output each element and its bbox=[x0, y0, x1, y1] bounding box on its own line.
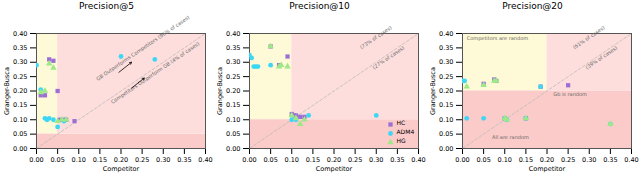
svg-text:Competitor: Competitor bbox=[103, 165, 140, 173]
svg-text:0.25: 0.25 bbox=[561, 156, 575, 164]
svg-text:0.20: 0.20 bbox=[540, 156, 554, 164]
svg-text:HC: HC bbox=[397, 119, 406, 126]
svg-text:0.20: 0.20 bbox=[114, 156, 128, 164]
svg-text:0.20: 0.20 bbox=[327, 156, 341, 164]
svg-text:0.25: 0.25 bbox=[226, 73, 240, 81]
svg-text:(73% of cases): (73% of cases) bbox=[359, 24, 393, 50]
svg-text:0.35: 0.35 bbox=[226, 44, 240, 52]
svg-text:0.05: 0.05 bbox=[50, 156, 64, 164]
svg-text:0.25: 0.25 bbox=[135, 156, 149, 164]
svg-text:0.15: 0.15 bbox=[93, 156, 107, 164]
svg-text:0.00: 0.00 bbox=[439, 145, 453, 153]
svg-text:0.10: 0.10 bbox=[439, 116, 453, 124]
svg-text:0.00: 0.00 bbox=[226, 145, 240, 153]
svg-text:Competitors Outperform GB (4%: Competitors Outperform GB (4% of cases) bbox=[110, 40, 201, 105]
svg-text:0.00: 0.00 bbox=[13, 145, 27, 153]
svg-text:0.15: 0.15 bbox=[519, 156, 533, 164]
svg-text:0.20: 0.20 bbox=[13, 87, 27, 95]
svg-text:Competitor: Competitor bbox=[529, 165, 566, 173]
svg-text:0.10: 0.10 bbox=[285, 156, 299, 164]
svg-text:GB Outperforms Competitors (96: GB Outperforms Competitors (96% of cases… bbox=[95, 14, 191, 83]
svg-text:0.20: 0.20 bbox=[226, 87, 240, 95]
svg-text:0.05: 0.05 bbox=[13, 130, 27, 138]
svg-text:0.10: 0.10 bbox=[498, 156, 512, 164]
html-text:Precision@10: Precision@10 bbox=[289, 1, 350, 11]
svg-text:Granger-Busca: Granger-Busca bbox=[216, 67, 224, 115]
svg-text:0.10: 0.10 bbox=[13, 116, 27, 124]
svg-text:0.40: 0.40 bbox=[411, 156, 425, 164]
html-text:Precision@20: Precision@20 bbox=[502, 1, 563, 11]
svg-text:Competitor: Competitor bbox=[316, 165, 353, 173]
svg-text:Granger-Busca: Granger-Busca bbox=[429, 67, 437, 115]
svg-text:0.00: 0.00 bbox=[242, 156, 256, 164]
svg-text:ADM4: ADM4 bbox=[397, 128, 415, 135]
svg-text:0.40: 0.40 bbox=[226, 30, 240, 38]
svg-text:0.30: 0.30 bbox=[226, 58, 240, 66]
svg-text:0.30: 0.30 bbox=[582, 156, 596, 164]
svg-text:0.25: 0.25 bbox=[13, 73, 27, 81]
svg-text:0.40: 0.40 bbox=[439, 30, 453, 38]
svg-text:All are random: All are random bbox=[492, 134, 529, 140]
svg-text:0.30: 0.30 bbox=[369, 156, 383, 164]
svg-text:0.05: 0.05 bbox=[226, 130, 240, 138]
svg-text:0.15: 0.15 bbox=[226, 101, 240, 109]
svg-text:0.35: 0.35 bbox=[390, 156, 404, 164]
svg-text:0.00: 0.00 bbox=[455, 156, 469, 164]
svg-text:0.05: 0.05 bbox=[476, 156, 490, 164]
svg-text:HG: HG bbox=[397, 137, 407, 144]
svg-text:0.35: 0.35 bbox=[603, 156, 617, 164]
svg-text:Competitors are random: Competitors are random bbox=[467, 35, 528, 42]
svg-text:0.00: 0.00 bbox=[29, 156, 43, 164]
svg-text:(27% of cases): (27% of cases) bbox=[371, 44, 405, 70]
svg-text:Granger-Busca: Granger-Busca bbox=[3, 67, 11, 115]
svg-text:0.30: 0.30 bbox=[13, 58, 27, 66]
svg-text:0.40: 0.40 bbox=[198, 156, 212, 164]
svg-text:0.30: 0.30 bbox=[156, 156, 170, 164]
svg-text:0.15: 0.15 bbox=[13, 101, 27, 109]
svg-text:0.10: 0.10 bbox=[226, 116, 240, 124]
svg-text:0.25: 0.25 bbox=[439, 73, 453, 81]
svg-text:(61% of cases): (61% of cases) bbox=[572, 24, 606, 50]
svg-text:0.35: 0.35 bbox=[13, 44, 27, 52]
svg-text:(39% of cases): (39% of cases) bbox=[584, 44, 618, 70]
svg-text:0.15: 0.15 bbox=[439, 101, 453, 109]
svg-text:0.40: 0.40 bbox=[13, 30, 27, 38]
svg-text:0.35: 0.35 bbox=[439, 44, 453, 52]
svg-text:0.30: 0.30 bbox=[439, 58, 453, 66]
svg-text:Gb is random: Gb is random bbox=[553, 91, 587, 97]
svg-text:0.15: 0.15 bbox=[306, 156, 320, 164]
svg-text:0.05: 0.05 bbox=[263, 156, 277, 164]
svg-text:0.05: 0.05 bbox=[439, 130, 453, 138]
svg-text:0.25: 0.25 bbox=[348, 156, 362, 164]
html-text:Precision@5: Precision@5 bbox=[79, 1, 134, 11]
svg-text:0.35: 0.35 bbox=[177, 156, 191, 164]
svg-text:0.40: 0.40 bbox=[624, 156, 638, 164]
svg-text:0.20: 0.20 bbox=[439, 87, 453, 95]
svg-text:0.10: 0.10 bbox=[72, 156, 86, 164]
